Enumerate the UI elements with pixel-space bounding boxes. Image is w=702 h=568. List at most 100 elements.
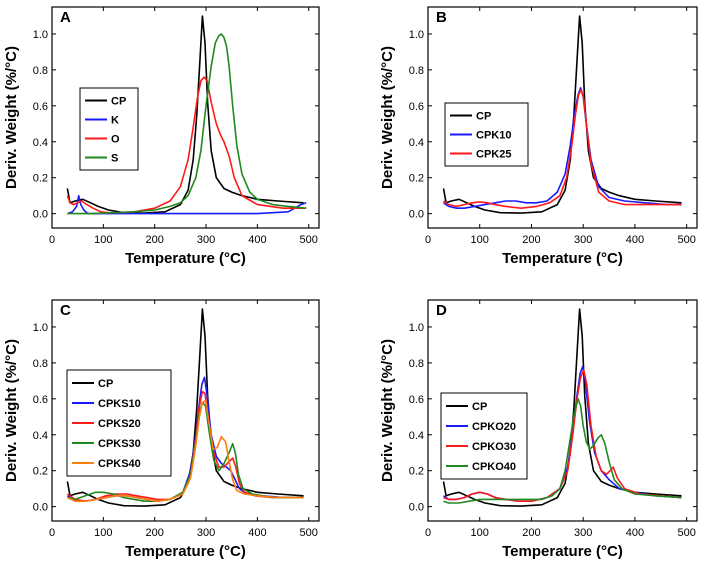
panel-c-ytick-label: 1.0: [33, 322, 48, 334]
panel-a-legend-label-s: S: [111, 153, 118, 165]
panel-c-legend-label-cp: CP: [98, 378, 113, 390]
panel-a-axes-frame: [51, 6, 320, 229]
panel-b-legend-label-cp: CP: [476, 111, 491, 123]
panel-c-ytick-label: 0.0: [33, 502, 48, 514]
panel-a-legend-label-cp: CP: [111, 96, 126, 108]
panel-b-xlabel: Temperature (°C): [502, 250, 623, 267]
panel-a-ylabel: Deriv. Weight (%/°C): [3, 46, 20, 189]
panel-d-legend-label-cpko30: CPKO30: [472, 441, 516, 453]
panel-a-ytick-label: 0.4: [33, 137, 48, 149]
panel-b-legend: CP CPK10 CPK25: [444, 102, 529, 167]
panel-b-xtick-label: 400: [626, 234, 644, 246]
panel-d-xlabel: Temperature (°C): [502, 543, 623, 560]
panel-a-ytick-label: 1.0: [33, 29, 48, 41]
panel-d-legend: CP CPKO20 CPKO30 CPKO40: [440, 392, 528, 480]
panel-a-xtick-label: 0: [49, 234, 55, 246]
panel-a-xtick-label: 100: [94, 234, 112, 246]
panel-c-legend-label-cpks20: CPKS20: [98, 418, 141, 430]
panel-c-ytick-label: 0.4: [33, 430, 48, 442]
panel-b-letter: B: [436, 9, 447, 26]
panel-d-xtick-label: 500: [677, 527, 695, 539]
panel-b-legend-label-cpk25: CPK25: [476, 149, 511, 161]
panel-d-ylabel: Deriv. Weight (%/°C): [379, 339, 396, 482]
panel-d-ytick-label: 0.8: [409, 358, 424, 370]
panel-b-ytick-label: 0.0: [409, 209, 424, 221]
panel-c-legend-label-cpks10: CPKS10: [98, 398, 141, 410]
panel-c-ytick-label: 0.6: [33, 394, 48, 406]
panel-d-ytick-label: 0.4: [409, 430, 424, 442]
panel-a-series-k: [67, 194, 307, 215]
panel-b-series-cpk25: [443, 88, 682, 209]
panel-d-xtick-label: 300: [574, 527, 592, 539]
panel-d-ytick-label: 0.0: [409, 502, 424, 514]
panel-c-series-cp: [66, 308, 304, 507]
panel-d-axes-frame: [427, 299, 698, 522]
panel-d-letter: D: [436, 302, 447, 319]
panel-c: 0 100 200 300 400 500 0.0 0.2 0.4 0.6 0.8 1.0 Temper…: [3, 299, 320, 560]
panel-c-xtick-label: 500: [300, 527, 318, 539]
panel-a: 0 100 200 300 400 500 0.0 0.2 0.4 0.6 0.8 1.0 Temper…: [3, 6, 320, 267]
panel-a-ytick-label: 0.8: [33, 65, 48, 77]
panel-c-legend: CP CPKS10 CPKS20 CPKS30 CPKS40: [66, 369, 172, 477]
panel-b-axes-frame: [427, 6, 698, 229]
panel-d-xtick-label: 200: [522, 527, 540, 539]
panel-a-xtick-label: 500: [300, 234, 318, 246]
panel-c-xtick-label: 200: [146, 527, 164, 539]
panel-a-letter: A: [60, 9, 71, 26]
panel-a-legend-box: [79, 87, 139, 171]
panel-c-series-cpks40: [67, 399, 304, 502]
panel-a-ytick-label: 0.0: [33, 209, 48, 221]
panel-d-xtick-label: 400: [626, 527, 644, 539]
panel-a-legend-label-o: O: [111, 134, 120, 146]
panel-b-ytick-label: 0.6: [409, 101, 424, 113]
panel-a-series-s: [67, 33, 307, 215]
panel-a-ytick-label: 0.2: [33, 173, 48, 185]
panel-d-legend-label-cp: CP: [472, 401, 487, 413]
panel-d-ytick-label: 0.2: [409, 466, 424, 478]
panel-d-xtick-label: 100: [471, 527, 489, 539]
panel-d-legend-label-cpko40: CPKO40: [472, 461, 516, 473]
panel-b-xtick-label: 200: [522, 234, 540, 246]
panel-b-xtick-label: 300: [574, 234, 592, 246]
panel-b-ytick-label: 0.4: [409, 137, 424, 149]
panel-c-letter: C: [60, 302, 71, 319]
panel-a-legend: CP KOS: [79, 87, 139, 171]
panel-a-xtick-label: 200: [146, 234, 164, 246]
panel-d-ytick-label: 0.6: [409, 394, 424, 406]
panel-a-series-cp: [66, 15, 304, 214]
panel-b-ytick-label: 0.8: [409, 65, 424, 77]
panel-b-ytick-label: 0.2: [409, 173, 424, 185]
panel-a-xlabel: Temperature (°C): [125, 250, 246, 267]
panel-c-xtick-label: 400: [248, 527, 266, 539]
panel-c-legend-label-cpks40: CPKS40: [98, 458, 141, 470]
panel-d: 0 100 200 300 400 500 0.0 0.2 0.4 0.6 0.8 1.0 Temper…: [379, 299, 698, 560]
panel-c-ytick-label: 0.8: [33, 358, 48, 370]
panel-c-xtick-label: 0: [49, 527, 55, 539]
panel-d-legend-label-cpko20: CPKO20: [472, 421, 516, 433]
panel-a-xtick-label: 300: [197, 234, 215, 246]
panel-b-xtick-label: 500: [677, 234, 695, 246]
panel-b-ylabel: Deriv. Weight (%/°C): [379, 46, 396, 189]
panel-b-ytick-label: 1.0: [409, 29, 424, 41]
panel-d-ytick-label: 1.0: [409, 322, 424, 334]
panel-b-xtick-label: 0: [425, 234, 431, 246]
panel-a-xtick-label: 400: [248, 234, 266, 246]
panel-c-legend-label-cpks30: CPKS30: [98, 438, 141, 450]
panel-b-legend-label-cpk10: CPK10: [476, 130, 511, 142]
panel-a-legend-label-k: K: [111, 115, 119, 127]
panel-d-xtick-label: 0: [425, 527, 431, 539]
panel-d-series-cpko30: [443, 369, 682, 502]
panel-a-ytick-label: 0.6: [33, 101, 48, 113]
panel-c-ytick-label: 0.2: [33, 466, 48, 478]
panel-c-ylabel: Deriv. Weight (%/°C): [3, 339, 20, 482]
panel-a-series-o: [66, 76, 307, 214]
panel-c-xtick-label: 100: [94, 527, 112, 539]
panel-b: 0 100 200 300 400 500 0.0 0.2 0.4 0.6 0.8 1.0 Temper…: [379, 6, 698, 267]
panel-b-xtick-label: 100: [471, 234, 489, 246]
panel-d-legend-box: [440, 392, 528, 480]
panel-c-xlabel: Temperature (°C): [125, 543, 246, 560]
panel-c-xtick-label: 300: [197, 527, 215, 539]
panel-c-axes-frame: [51, 299, 320, 522]
panel-b-series-cpk10: [443, 87, 682, 209]
